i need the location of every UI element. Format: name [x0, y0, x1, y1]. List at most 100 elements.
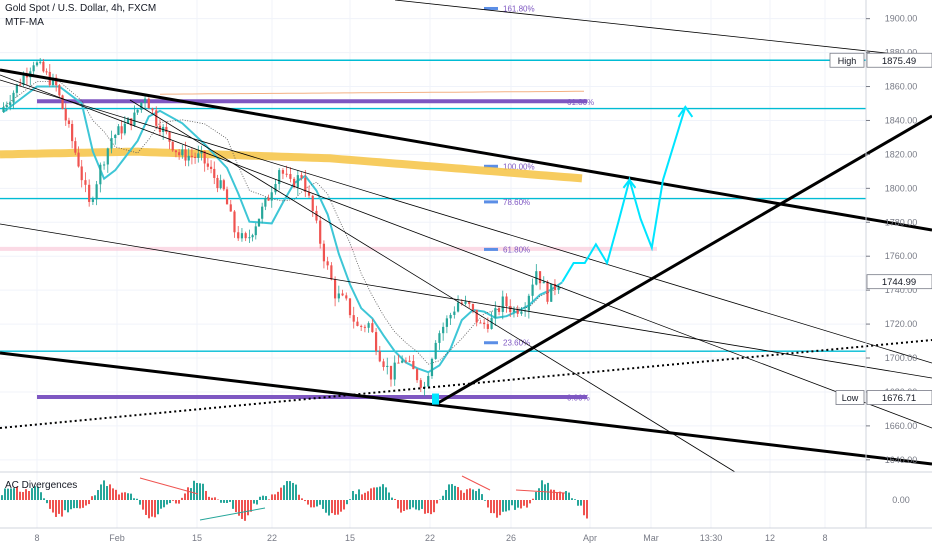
candle-body: [386, 365, 389, 367]
fib-label: 161.80%: [503, 4, 535, 13]
candle-body: [483, 322, 486, 325]
price-tick-label: 1660.00: [885, 421, 918, 431]
candle-body: [254, 226, 257, 236]
price-tick-label: 1640.00: [885, 455, 918, 465]
time-tick-label: Feb: [109, 533, 125, 543]
candle-body: [419, 380, 422, 388]
price-tick-label: 1880.00: [885, 48, 918, 58]
candle-body: [382, 361, 385, 367]
candle-body: [516, 309, 519, 314]
candle-body: [352, 315, 355, 322]
candle-body: [151, 108, 154, 111]
candle-body: [184, 149, 187, 161]
candle-body: [91, 199, 94, 202]
candle-body: [449, 314, 452, 319]
candle-body: [434, 342, 437, 359]
time-tick-label: 26: [506, 533, 516, 543]
candle-body: [61, 95, 64, 110]
price-tick-label: 1840.00: [885, 115, 918, 125]
candle-body: [531, 284, 534, 296]
candle-body: [557, 286, 560, 290]
candle-body: [39, 61, 42, 63]
osc-tick-label: 0.00: [892, 495, 910, 505]
fib-label: 78.60%: [503, 198, 530, 207]
price-tick-label: 1900.00: [885, 14, 918, 24]
candle-body: [289, 174, 292, 179]
trendline-support: [437, 114, 932, 405]
fib-marker: [484, 341, 498, 345]
candle-body: [501, 296, 504, 312]
candle-body: [553, 283, 557, 290]
candle-body: [143, 98, 147, 103]
candle-body: [315, 210, 318, 221]
trendline-thin: [0, 74, 932, 429]
ma-dotted: [3, 81, 563, 365]
candle-body: [341, 293, 344, 296]
candle-body: [378, 351, 381, 362]
candle-body: [84, 180, 87, 185]
candle-body: [130, 118, 133, 126]
badge-label: High: [838, 56, 857, 66]
low-marker: [432, 393, 439, 405]
candle-body: [102, 164, 106, 166]
candle-body: [155, 110, 158, 126]
time-tick-label: Apr: [583, 533, 597, 543]
candle-body: [22, 75, 25, 86]
time-tick-label: 22: [267, 533, 277, 543]
candle-body: [174, 150, 178, 153]
candle-body: [322, 243, 326, 262]
candle-body: [99, 164, 102, 185]
candle-body: [71, 123, 74, 142]
fib-label: 0.00%: [567, 394, 590, 403]
time-tick-label: 8: [34, 533, 39, 543]
candle-body: [25, 75, 29, 78]
candle-body: [216, 177, 219, 189]
candle-body: [438, 333, 441, 343]
price-tick-label: 1760.00: [885, 251, 918, 261]
candle-body: [219, 180, 222, 189]
trendline-lower: [0, 351, 932, 466]
trendline-dotted: [0, 339, 932, 429]
candle-body: [171, 141, 174, 151]
fib-label: 61.80%: [567, 98, 594, 107]
candle-body: [244, 233, 247, 239]
candle-body: [367, 323, 370, 328]
candle-body: [490, 317, 493, 329]
candle-body: [497, 308, 501, 312]
candle-body: [371, 323, 374, 333]
candle-body: [237, 232, 240, 239]
candle-body: [229, 204, 232, 212]
candle-body: [445, 318, 448, 327]
candle-body: [257, 218, 261, 227]
candle-body: [9, 102, 12, 106]
candle-body: [240, 233, 244, 239]
trendline-thin: [0, 223, 932, 379]
candle-body: [348, 298, 352, 316]
candle-body: [397, 362, 400, 364]
candle-body: [505, 296, 508, 307]
candle-body: [393, 362, 396, 380]
fib-marker: [484, 6, 498, 10]
candle-body: [19, 84, 22, 86]
candle-body: [293, 178, 296, 188]
candle-body: [319, 220, 322, 244]
time-tick-label: 13:30: [700, 533, 723, 543]
candle-body: [538, 271, 542, 284]
trendline-thin: [394, 0, 932, 59]
candle-body: [475, 309, 478, 323]
badge-label-box: [829, 52, 865, 68]
projection-arrow: [677, 105, 694, 118]
candle-body: [285, 173, 288, 175]
price-tick-label: 1800.00: [885, 183, 918, 193]
candle-body: [110, 138, 113, 149]
ma-slow: [159, 90, 584, 95]
candle-body: [374, 332, 378, 352]
ma-band: [0, 147, 583, 183]
candle-body: [88, 184, 91, 202]
candle-body: [278, 170, 281, 184]
candle-body: [479, 322, 482, 324]
candle-body: [427, 376, 430, 387]
candle-body: [206, 163, 209, 167]
candle-body: [197, 153, 200, 158]
